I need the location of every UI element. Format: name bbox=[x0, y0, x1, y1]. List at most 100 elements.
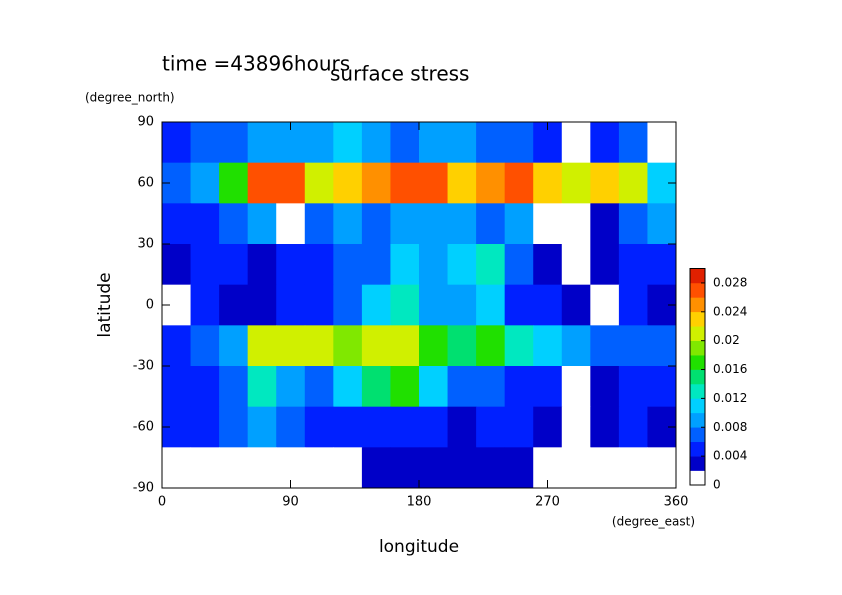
cell bbox=[419, 406, 449, 448]
cell bbox=[590, 447, 620, 488]
cell bbox=[447, 203, 477, 245]
cell bbox=[247, 162, 277, 204]
cell bbox=[390, 203, 420, 245]
cell bbox=[419, 447, 449, 488]
cell bbox=[162, 366, 192, 408]
field bbox=[162, 122, 676, 488]
cell bbox=[304, 366, 334, 408]
cell bbox=[590, 203, 620, 245]
y-tick-label: 60 bbox=[137, 176, 154, 191]
cell bbox=[190, 203, 220, 245]
cell bbox=[447, 162, 477, 204]
cell bbox=[390, 284, 420, 326]
colorbar-swatch bbox=[690, 340, 705, 356]
cell bbox=[247, 366, 277, 408]
cell bbox=[618, 244, 648, 286]
cell bbox=[247, 325, 277, 367]
cell bbox=[419, 244, 449, 286]
y-tick-label: -60 bbox=[133, 420, 154, 435]
cell bbox=[476, 284, 506, 326]
cell bbox=[190, 284, 220, 326]
cell bbox=[533, 203, 563, 245]
chart-subtitle: time =43896hours bbox=[162, 52, 350, 76]
cell bbox=[647, 366, 676, 408]
cell bbox=[190, 325, 220, 367]
cell bbox=[476, 203, 506, 245]
cell bbox=[590, 122, 620, 164]
cell bbox=[276, 284, 306, 326]
colorbar-tick-label: 0.016 bbox=[713, 362, 747, 376]
cell bbox=[590, 244, 620, 286]
colorbar-tick-label: 0.004 bbox=[713, 449, 747, 463]
cell bbox=[247, 244, 277, 286]
cell bbox=[219, 366, 249, 408]
cell bbox=[504, 284, 534, 326]
cell bbox=[561, 284, 591, 326]
cell bbox=[504, 162, 534, 204]
cell bbox=[447, 244, 477, 286]
cell bbox=[618, 122, 648, 164]
cell bbox=[561, 122, 591, 164]
colorbar-tick-label: 0.02 bbox=[713, 333, 740, 347]
cell bbox=[504, 366, 534, 408]
cell bbox=[561, 406, 591, 448]
cell bbox=[361, 366, 391, 408]
cell bbox=[590, 162, 620, 204]
cell bbox=[561, 203, 591, 245]
x-tick-label: 0 bbox=[158, 495, 166, 510]
cell bbox=[618, 162, 648, 204]
cell bbox=[476, 447, 506, 488]
cell bbox=[390, 406, 420, 448]
y-tick-label: 30 bbox=[137, 237, 154, 252]
colorbar-swatch bbox=[690, 456, 705, 471]
cell bbox=[361, 325, 391, 367]
x-tick-label: 180 bbox=[407, 495, 432, 510]
cell bbox=[333, 122, 363, 164]
cell bbox=[219, 325, 249, 367]
cell bbox=[304, 244, 334, 286]
colorbar-swatch bbox=[690, 282, 705, 298]
x-tick-label: 90 bbox=[282, 495, 299, 510]
colorbar-swatch bbox=[690, 412, 705, 428]
cell bbox=[476, 244, 506, 286]
cell bbox=[618, 203, 648, 245]
y-tick-label: 90 bbox=[137, 115, 154, 130]
cell bbox=[618, 406, 648, 448]
cell bbox=[533, 366, 563, 408]
cell bbox=[219, 122, 249, 164]
cell bbox=[304, 406, 334, 448]
x-axis-label: longitude bbox=[379, 537, 459, 557]
cell bbox=[361, 122, 391, 164]
cell bbox=[618, 284, 648, 326]
cell bbox=[533, 162, 563, 204]
cell bbox=[361, 406, 391, 448]
colorbar-swatch bbox=[690, 268, 705, 284]
cell bbox=[276, 366, 306, 408]
y-tick-label: 0 bbox=[146, 298, 154, 313]
cell bbox=[590, 284, 620, 326]
colorbar-frame bbox=[689, 268, 706, 486]
cell bbox=[219, 447, 249, 488]
x-tick-label: 360 bbox=[664, 495, 689, 510]
cell bbox=[247, 203, 277, 245]
cell bbox=[190, 162, 220, 204]
cell bbox=[390, 244, 420, 286]
cell bbox=[647, 244, 676, 286]
cell bbox=[390, 366, 420, 408]
cell bbox=[618, 366, 648, 408]
cell bbox=[618, 325, 648, 367]
cell bbox=[476, 162, 506, 204]
cell bbox=[361, 244, 391, 286]
cell bbox=[419, 162, 449, 204]
cell bbox=[247, 122, 277, 164]
cell bbox=[333, 284, 363, 326]
cell bbox=[419, 366, 449, 408]
cell bbox=[190, 122, 220, 164]
cell bbox=[361, 284, 391, 326]
cell bbox=[447, 447, 477, 488]
cell bbox=[504, 244, 534, 286]
colorbar-tick-label: 0.028 bbox=[713, 275, 747, 289]
colorbar-swatch bbox=[690, 311, 705, 327]
cell bbox=[590, 325, 620, 367]
